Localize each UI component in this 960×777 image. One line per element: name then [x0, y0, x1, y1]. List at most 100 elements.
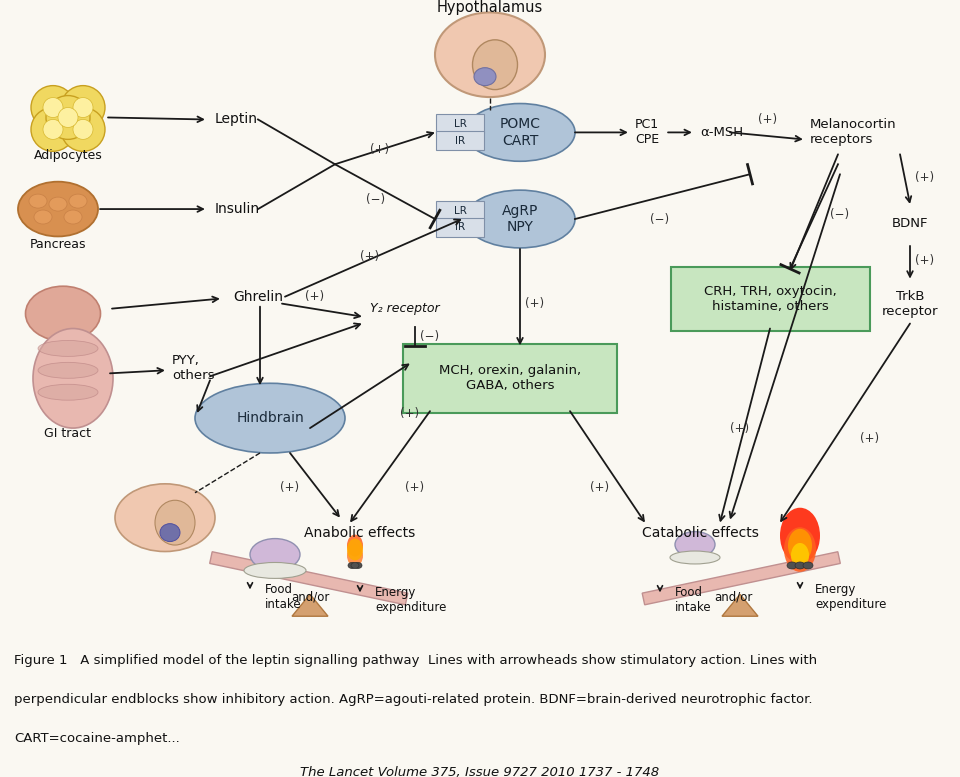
Polygon shape — [209, 552, 408, 605]
Text: BDNF: BDNF — [892, 218, 928, 231]
Ellipse shape — [244, 563, 306, 578]
Ellipse shape — [38, 385, 98, 400]
Ellipse shape — [465, 103, 575, 162]
Ellipse shape — [29, 194, 47, 208]
Text: (+): (+) — [305, 290, 324, 303]
Ellipse shape — [803, 562, 813, 569]
Ellipse shape — [784, 528, 816, 572]
Text: TrkB
receptor: TrkB receptor — [881, 290, 938, 318]
Ellipse shape — [160, 524, 180, 542]
Text: (+): (+) — [525, 297, 544, 310]
Ellipse shape — [670, 551, 720, 564]
Ellipse shape — [250, 538, 300, 570]
Ellipse shape — [31, 107, 75, 152]
Text: Insulin: Insulin — [215, 202, 260, 216]
Text: IR: IR — [455, 222, 465, 232]
Text: POMC
CART: POMC CART — [499, 117, 540, 148]
Polygon shape — [722, 594, 758, 616]
Ellipse shape — [465, 190, 575, 248]
Text: (+): (+) — [731, 422, 750, 434]
Text: Food
intake: Food intake — [265, 584, 301, 611]
Ellipse shape — [38, 362, 98, 378]
Text: and/or: and/or — [291, 591, 329, 604]
FancyBboxPatch shape — [403, 344, 617, 413]
Text: (+): (+) — [916, 254, 935, 267]
Ellipse shape — [34, 210, 52, 224]
Ellipse shape — [795, 562, 805, 569]
Text: LR: LR — [453, 206, 467, 215]
Ellipse shape — [43, 120, 63, 139]
Ellipse shape — [58, 107, 78, 127]
Text: Hindbrain: Hindbrain — [236, 411, 304, 425]
Ellipse shape — [115, 484, 215, 552]
Ellipse shape — [791, 543, 809, 568]
Text: Energy
expenditure: Energy expenditure — [815, 584, 886, 611]
Text: The Lancet Volume 375, Issue 9727 2010 1737 - 1748: The Lancet Volume 375, Issue 9727 2010 1… — [300, 766, 660, 777]
Text: (+): (+) — [371, 143, 390, 156]
Text: (+): (+) — [280, 481, 300, 494]
Ellipse shape — [788, 529, 812, 563]
Ellipse shape — [675, 531, 715, 557]
Text: Hypothalamus: Hypothalamus — [437, 1, 543, 16]
Polygon shape — [642, 552, 840, 605]
Text: Ghrelin: Ghrelin — [233, 290, 283, 304]
Text: Leptin: Leptin — [215, 113, 258, 127]
Ellipse shape — [46, 96, 90, 139]
FancyBboxPatch shape — [436, 131, 484, 150]
Text: Melanocortin
receptors: Melanocortin receptors — [810, 118, 897, 146]
FancyBboxPatch shape — [670, 267, 870, 330]
FancyBboxPatch shape — [436, 201, 484, 220]
Text: Food
intake: Food intake — [675, 587, 711, 615]
Ellipse shape — [49, 197, 67, 211]
Text: GI tract: GI tract — [44, 427, 91, 440]
Ellipse shape — [348, 563, 356, 569]
Text: (−): (−) — [651, 213, 669, 225]
Text: (+): (+) — [400, 406, 420, 420]
Text: and/or: and/or — [714, 591, 753, 604]
Ellipse shape — [33, 329, 113, 428]
Ellipse shape — [61, 85, 105, 130]
Text: AgRP
NPY: AgRP NPY — [502, 204, 539, 234]
Text: (+): (+) — [590, 481, 610, 494]
Text: (−): (−) — [420, 330, 440, 343]
Ellipse shape — [351, 563, 359, 569]
Text: Anabolic effects: Anabolic effects — [304, 525, 416, 539]
Ellipse shape — [474, 68, 496, 85]
Text: LR: LR — [453, 119, 467, 129]
Ellipse shape — [347, 538, 363, 560]
Text: Figure 1   A simplified model of the leptin signalling pathway  Lines with arrow: Figure 1 A simplified model of the lepti… — [14, 654, 818, 667]
Ellipse shape — [347, 535, 363, 556]
Text: α-MSH: α-MSH — [700, 126, 743, 139]
Ellipse shape — [18, 182, 98, 236]
Text: Adipocytes: Adipocytes — [34, 149, 103, 162]
Text: PC1
CPE: PC1 CPE — [635, 118, 660, 146]
Ellipse shape — [155, 500, 195, 545]
Text: Y₂ receptor: Y₂ receptor — [370, 302, 440, 315]
Ellipse shape — [69, 194, 87, 208]
Text: Energy
expenditure: Energy expenditure — [375, 587, 446, 615]
Ellipse shape — [472, 40, 517, 89]
Text: Catabolic effects: Catabolic effects — [641, 525, 758, 539]
Ellipse shape — [435, 12, 545, 97]
Text: (+): (+) — [916, 171, 935, 183]
Ellipse shape — [26, 286, 101, 341]
Ellipse shape — [64, 210, 82, 224]
Ellipse shape — [38, 340, 98, 357]
Ellipse shape — [354, 563, 362, 569]
FancyBboxPatch shape — [436, 218, 484, 237]
Ellipse shape — [195, 383, 345, 453]
Ellipse shape — [787, 562, 797, 569]
Ellipse shape — [347, 545, 363, 566]
Text: (+): (+) — [758, 113, 778, 126]
Polygon shape — [292, 594, 328, 616]
Ellipse shape — [73, 98, 93, 117]
Ellipse shape — [61, 107, 105, 152]
Text: PYY,
others: PYY, others — [172, 354, 214, 382]
Ellipse shape — [780, 507, 820, 563]
Text: MCH, orexin, galanin,
GABA, others: MCH, orexin, galanin, GABA, others — [439, 364, 581, 392]
Ellipse shape — [31, 85, 75, 130]
Ellipse shape — [43, 98, 63, 117]
Text: (−): (−) — [830, 207, 850, 221]
Text: Pancreas: Pancreas — [30, 239, 86, 252]
Text: (−): (−) — [367, 193, 386, 206]
